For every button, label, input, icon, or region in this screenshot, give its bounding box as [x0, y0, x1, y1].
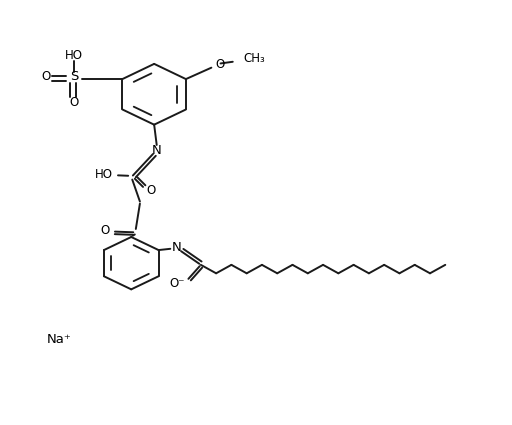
- Text: N: N: [152, 144, 162, 156]
- Text: N: N: [172, 241, 181, 255]
- Text: O: O: [70, 96, 79, 109]
- Text: O: O: [216, 58, 225, 71]
- Text: Na⁺: Na⁺: [47, 333, 72, 346]
- Text: CH₃: CH₃: [243, 52, 265, 65]
- Text: S: S: [70, 71, 78, 83]
- Text: O: O: [41, 71, 51, 83]
- Text: O: O: [100, 224, 110, 237]
- Text: HO: HO: [95, 168, 113, 181]
- Text: O⁻: O⁻: [169, 277, 184, 290]
- Text: HO: HO: [65, 49, 83, 62]
- Text: O: O: [146, 184, 155, 197]
